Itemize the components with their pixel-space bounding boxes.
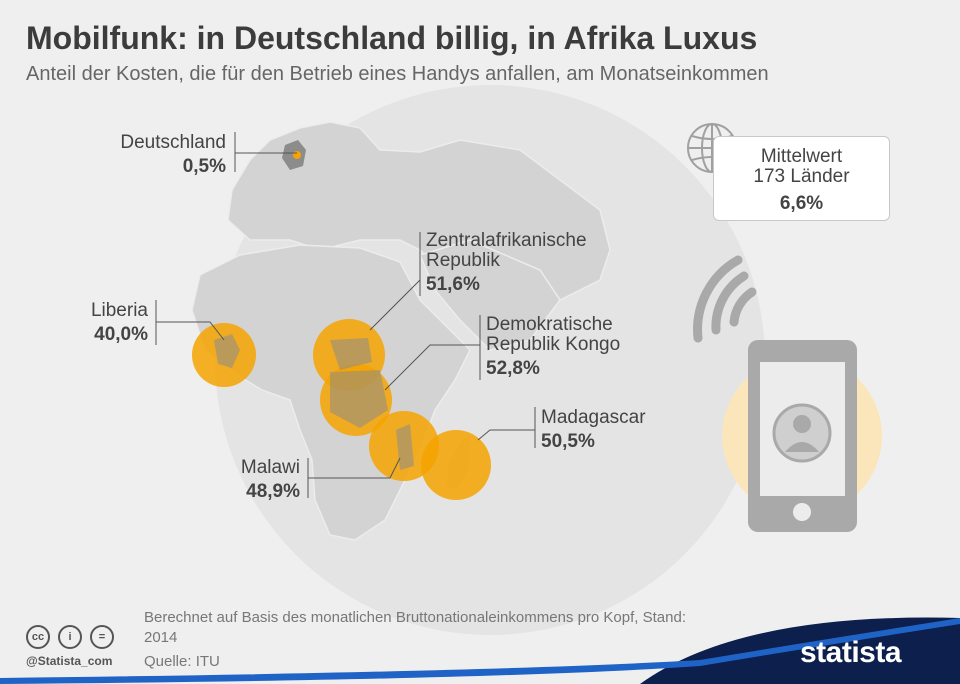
average-value: 6,6% xyxy=(779,193,824,214)
chart-title: Mobilfunk: in Deutschland billig, in Afr… xyxy=(26,20,758,56)
by-icon[interactable]: i xyxy=(58,625,82,649)
label-madagascar: Madagascar xyxy=(541,407,646,428)
cc-icon[interactable]: cc xyxy=(26,625,50,649)
label-zar-line2: Republik xyxy=(426,250,500,271)
bubbles xyxy=(192,151,491,500)
label-malawi: Malawi xyxy=(241,457,300,478)
statista-logo[interactable]: statista xyxy=(800,636,902,669)
country-labels: Deutschland 0,5% Liberia 40,0% Zentralaf… xyxy=(91,132,646,502)
label-zar-line1: Zentralafrikanische xyxy=(426,230,587,251)
value-zar: 51,6% xyxy=(426,274,480,295)
leader-lines xyxy=(155,132,536,498)
label-drc-line2: Republik Kongo xyxy=(486,334,620,355)
label-drc-line1: Demokratische xyxy=(486,314,613,335)
label-liberia: Liberia xyxy=(91,300,148,321)
value-madagascar: 50,5% xyxy=(541,431,595,452)
value-drc: 52,8% xyxy=(486,358,540,379)
footer-wave xyxy=(0,617,960,684)
user-icon xyxy=(772,403,832,463)
average-box: Mittelwert 173 Länder 6,6% xyxy=(713,136,890,221)
phone-illustration xyxy=(693,255,882,532)
nd-icon[interactable]: = xyxy=(90,625,114,649)
wifi-icon xyxy=(693,255,757,343)
footer-note: Berechnet auf Basis des monatlichen Brut… xyxy=(144,609,686,646)
world-map xyxy=(191,85,765,635)
statista-handle[interactable]: @Statista_com xyxy=(26,654,113,668)
value-deutschland: 0,5% xyxy=(183,156,226,177)
footer-source: Quelle: ITU xyxy=(144,653,220,670)
label-deutschland: Deutschland xyxy=(120,132,226,153)
average-label: Mittelwert 173 Länder xyxy=(753,146,850,187)
chart-subtitle: Anteil der Kosten, die für den Betrieb e… xyxy=(26,63,769,85)
value-liberia: 40,0% xyxy=(94,324,148,345)
value-malawi: 48,9% xyxy=(246,481,300,502)
bubble-madagascar xyxy=(421,430,491,500)
bubble-deutschland xyxy=(293,151,301,159)
